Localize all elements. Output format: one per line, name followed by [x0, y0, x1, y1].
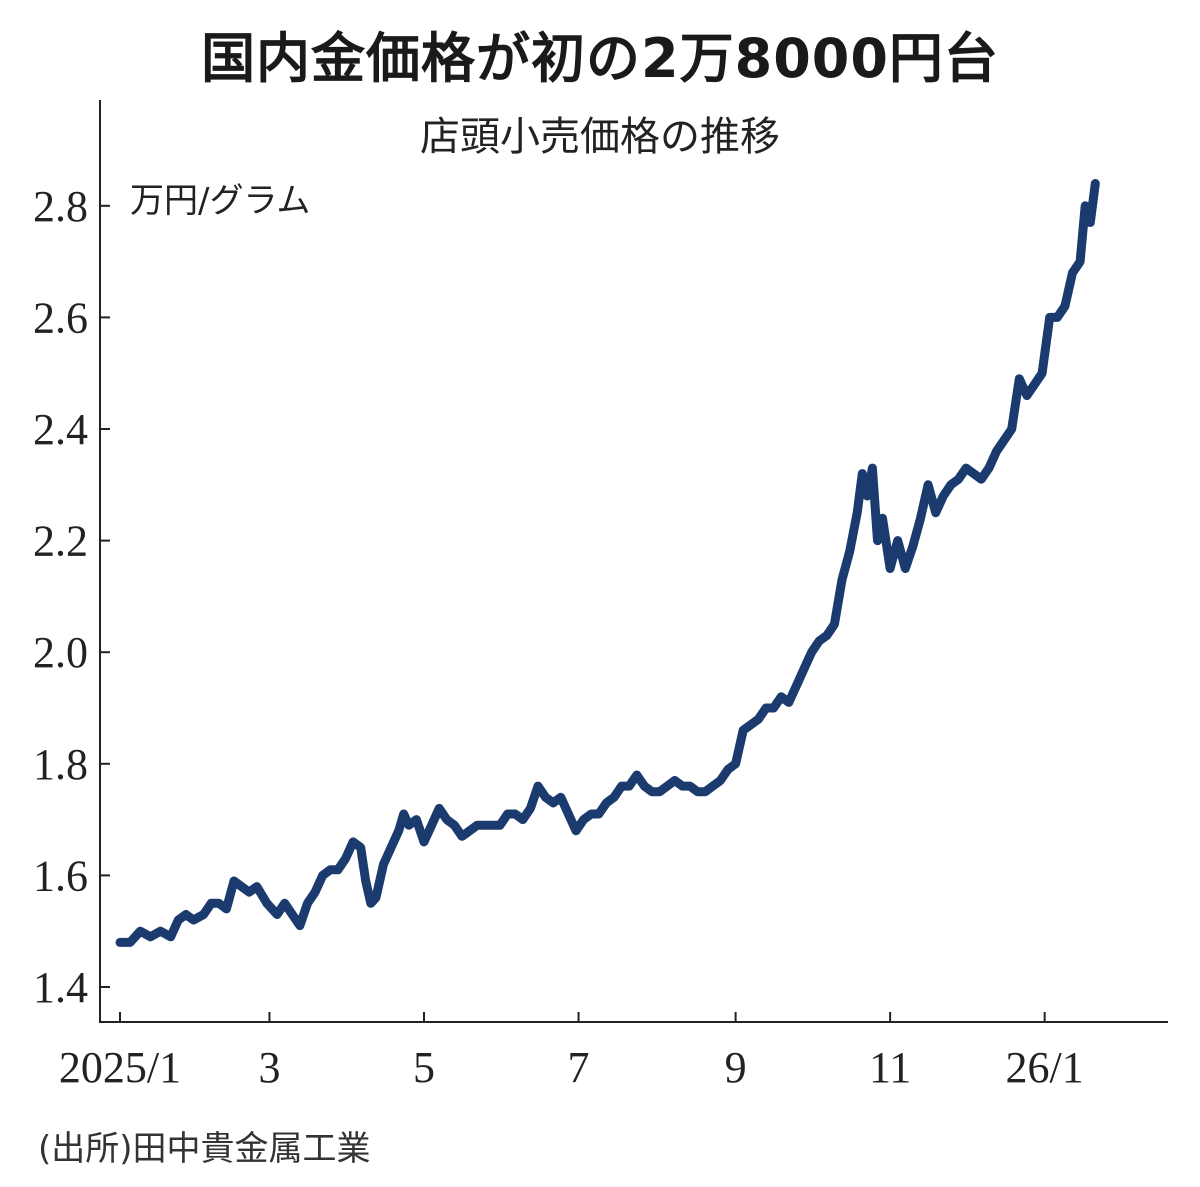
chart-subtitle: 店頭小売価格の推移: [420, 114, 780, 160]
source-note: (出所)田中貴金属工業: [38, 1129, 371, 1169]
x-tick-label: 3: [258, 1043, 280, 1092]
y-tick-label: 1.4: [33, 963, 88, 1012]
chart-title: 国内金価格が初の2万8000円台: [201, 27, 999, 90]
x-tick-label: 2025/1: [59, 1043, 181, 1092]
x-tick-label: 5: [413, 1043, 435, 1092]
x-tick-label: 7: [568, 1043, 590, 1092]
y-tick-label: 2.8: [33, 182, 88, 231]
x-axis-ticks: 2025/1 3 5 7 9 11 26/1: [59, 1012, 1084, 1092]
y-tick-label: 2.4: [33, 405, 88, 454]
y-tick-label: 2.2: [33, 517, 88, 566]
price-series-line: [115, 179, 1100, 947]
y-tick-label: 1.8: [33, 740, 88, 789]
x-tick-label: 26/1: [1006, 1043, 1084, 1092]
y-axis-ticks: 1.4 1.6 1.8 2.0 2.2 2.4 2.6 2.8: [33, 182, 110, 1012]
y-tick-label: 2.6: [33, 293, 88, 342]
y-tick-label: 2.0: [33, 628, 88, 677]
x-tick-label: 11: [869, 1043, 911, 1092]
x-tick-label: 9: [725, 1043, 747, 1092]
y-tick-label: 1.6: [33, 851, 88, 900]
unit-label: 万円/グラム: [130, 181, 310, 221]
